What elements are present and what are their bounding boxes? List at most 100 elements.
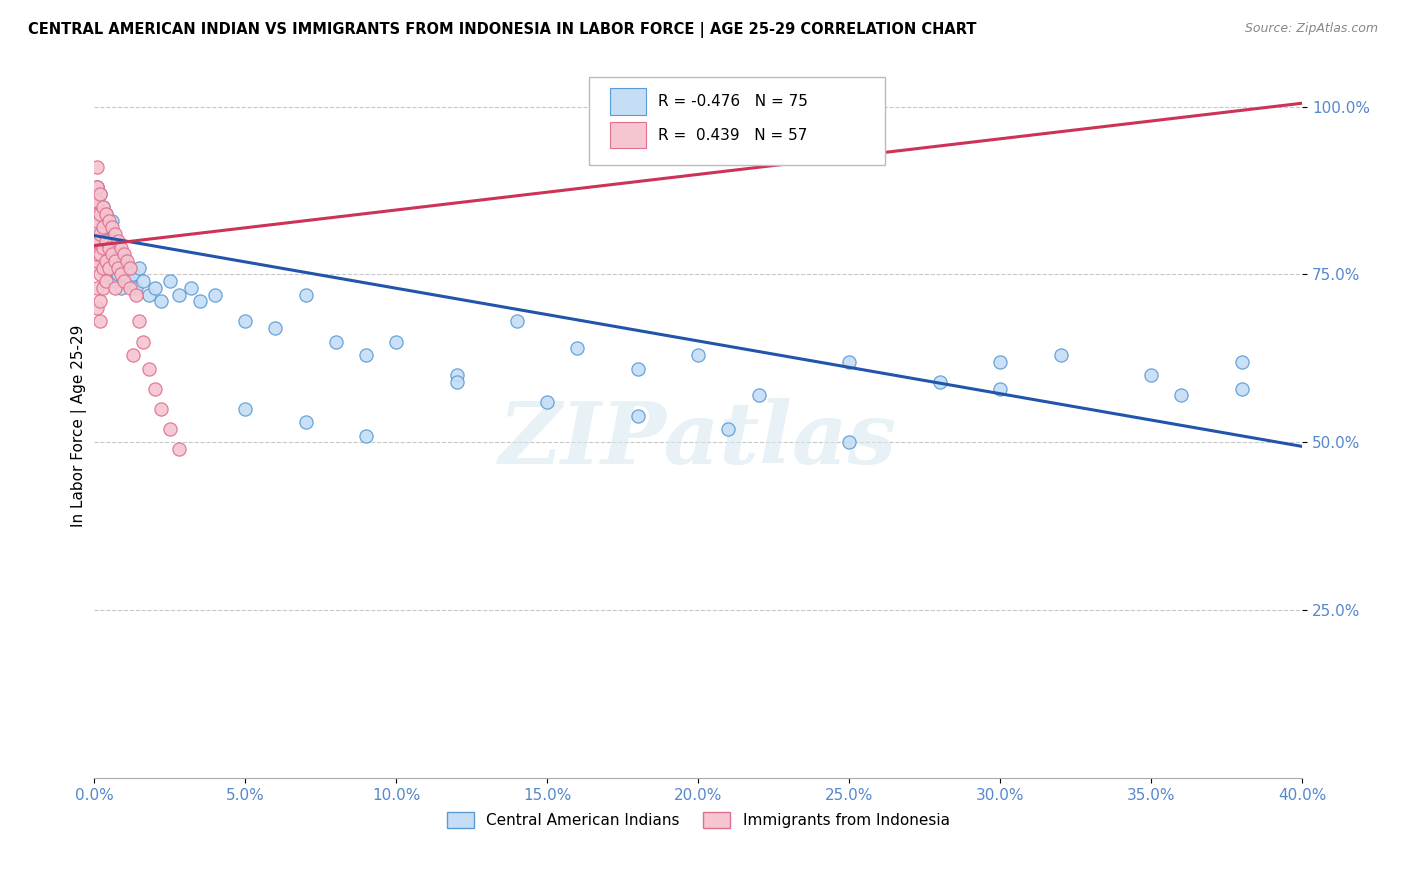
Point [838,435,860,450]
Point [125,281,148,295]
Text: CENTRAL AMERICAN INDIAN VS IMMIGRANTS FROM INDONESIA IN LABOR FORCE | AGE 25-29 : CENTRAL AMERICAN INDIAN VS IMMIGRANTS FR… [28,22,977,38]
Point [96,213,118,227]
Point [91,220,114,235]
Point [86,180,108,194]
Point [233,401,256,416]
Point [110,241,132,255]
Point [104,281,127,295]
Text: ZIPatlas: ZIPatlas [499,398,897,482]
Point [506,314,529,328]
Point [98,241,121,255]
Point [86,207,108,221]
Point [1230,382,1253,396]
Point [717,422,740,436]
Point [1230,355,1253,369]
Point [86,241,108,255]
Point [110,281,132,295]
Point [354,428,377,442]
Point [96,207,118,221]
Point [122,348,145,362]
Point [446,375,468,389]
Point [294,415,316,429]
Point [104,227,127,242]
Point [86,260,108,275]
Point [98,268,121,282]
Point [1170,388,1192,402]
Point [86,180,108,194]
Point [96,260,118,275]
Point [86,241,108,255]
Point [325,334,347,349]
Point [1140,368,1163,383]
Point [149,294,172,309]
Y-axis label: In Labor Force | Age 25-29: In Labor Force | Age 25-29 [72,325,87,527]
Point [112,274,135,288]
Point [112,254,135,268]
Point [89,186,111,201]
Point [294,287,316,301]
Point [98,220,121,235]
Point [446,368,468,383]
Point [128,314,150,328]
Point [233,314,256,328]
Point [536,395,558,409]
Text: R =  0.439   N = 57: R = 0.439 N = 57 [658,128,807,143]
Point [86,213,108,227]
Point [91,220,114,235]
Point [101,220,124,235]
Point [86,180,108,194]
Point [928,375,950,389]
Point [838,355,860,369]
Point [117,260,139,275]
Point [89,247,111,261]
Point [86,301,108,315]
Point [988,382,1011,396]
Point [104,254,127,268]
Point [354,348,377,362]
Point [107,260,129,275]
Point [89,227,111,242]
Point [1049,348,1071,362]
Text: Source: ZipAtlas.com: Source: ZipAtlas.com [1244,22,1378,36]
Point [101,213,124,227]
Point [264,321,287,335]
Point [117,254,139,268]
Point [96,234,118,248]
Point [89,207,111,221]
Point [101,241,124,255]
Point [131,274,153,288]
Point [385,334,408,349]
Point [627,361,650,376]
Point [567,342,589,356]
Point [91,241,114,255]
Point [138,361,160,376]
Point [104,254,127,268]
Point [98,260,121,275]
Point [627,409,650,423]
Point [89,234,111,248]
Point [107,234,129,248]
Point [98,213,121,227]
Point [98,247,121,261]
Point [89,294,111,309]
Point [131,334,153,349]
Point [120,281,142,295]
Point [86,234,108,248]
Point [143,281,166,295]
Point [86,194,108,208]
Point [86,200,108,214]
Point [91,200,114,214]
Point [107,268,129,282]
Point [167,442,190,456]
Point [748,388,770,402]
Point [120,260,142,275]
Point [149,401,172,416]
Point [167,287,190,301]
Point [89,207,111,221]
Point [688,348,710,362]
Point [86,281,108,295]
Bar [610,121,647,148]
Point [98,234,121,248]
Point [86,220,108,235]
Point [122,268,145,282]
